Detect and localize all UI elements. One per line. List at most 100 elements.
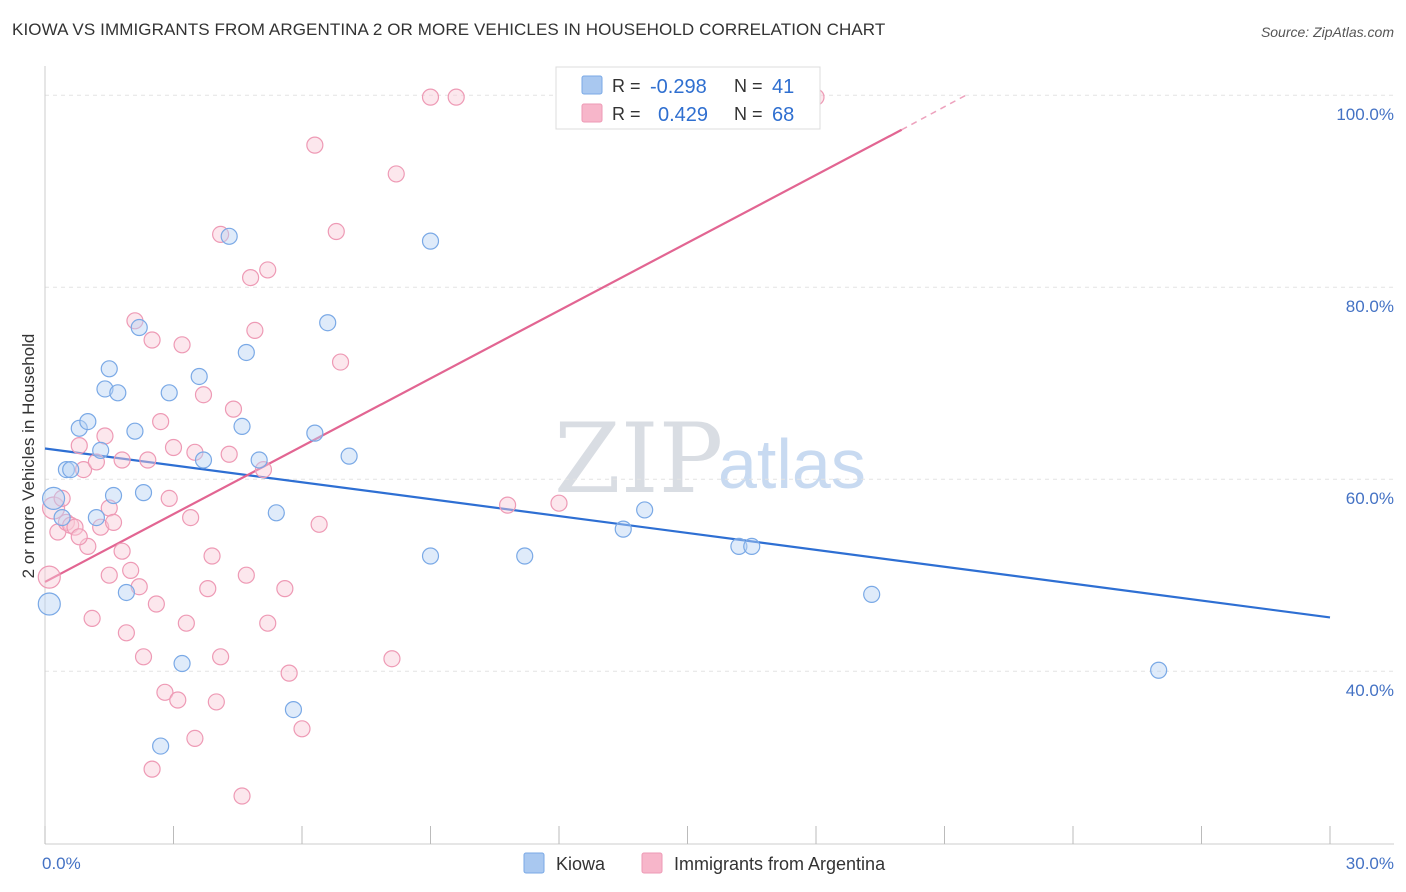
point-s1-52 bbox=[280, 664, 298, 682]
point-s1-11 bbox=[92, 518, 110, 536]
y-tick-labels: 40.0% 60.0% 80.0% 100.0% bbox=[1336, 105, 1394, 700]
point-s1-24 bbox=[143, 331, 161, 349]
point-s1-0 bbox=[37, 565, 61, 589]
point-s1-28 bbox=[160, 489, 178, 507]
point-s1-9 bbox=[79, 537, 97, 556]
point-s1-47 bbox=[246, 321, 264, 339]
bottom-legend-swatch-argentina bbox=[641, 852, 663, 874]
y-tick-label-0: 40.0% bbox=[1346, 681, 1394, 700]
point-s1-23 bbox=[139, 451, 157, 469]
point-s1-57 bbox=[331, 353, 350, 371]
point-s0-28 bbox=[306, 424, 324, 442]
point-s1-35 bbox=[186, 729, 204, 748]
legend-n-value-argentina: 68 bbox=[772, 104, 794, 126]
point-s1-46 bbox=[242, 269, 260, 287]
point-s1-29 bbox=[164, 438, 183, 457]
point-s0-7 bbox=[87, 508, 106, 527]
point-s0-25 bbox=[250, 451, 268, 469]
point-s1-56 bbox=[327, 222, 345, 241]
point-s0-19 bbox=[173, 654, 191, 673]
point-s0-1 bbox=[41, 486, 66, 510]
point-s0-24 bbox=[237, 343, 255, 362]
point-s0-29 bbox=[319, 314, 337, 332]
point-s1-37 bbox=[199, 580, 217, 598]
point-s0-30 bbox=[340, 447, 358, 465]
source-label: Source: ZipAtlas.com bbox=[1260, 24, 1394, 40]
trend-line-extension-1 bbox=[901, 94, 967, 131]
x-tick-label-start: 0.0% bbox=[42, 854, 81, 873]
point-s0-8 bbox=[92, 441, 110, 459]
point-s0-5 bbox=[70, 419, 88, 437]
point-s0-35 bbox=[636, 501, 654, 519]
legend-r-label-kiowa: R = bbox=[612, 76, 641, 96]
point-s1-53 bbox=[293, 720, 311, 738]
point-s1-19 bbox=[122, 561, 140, 580]
point-s0-16 bbox=[134, 484, 153, 502]
point-s0-4 bbox=[62, 461, 80, 479]
correlation-legend: R = -0.298 N = 41 R = 0.429 N = 68 bbox=[555, 66, 821, 130]
point-s1-33 bbox=[182, 508, 200, 527]
point-s0-12 bbox=[109, 384, 127, 402]
data-points bbox=[37, 88, 1168, 805]
x-tick-label-end: 30.0% bbox=[1346, 854, 1394, 873]
point-s0-37 bbox=[743, 537, 761, 556]
point-s0-22 bbox=[220, 227, 238, 245]
point-s1-50 bbox=[259, 614, 277, 632]
point-s0-18 bbox=[160, 384, 178, 402]
bottom-legend-swatch-kiowa bbox=[523, 852, 545, 874]
point-s1-65 bbox=[143, 760, 161, 778]
point-s1-40 bbox=[212, 648, 230, 666]
point-s1-3 bbox=[53, 489, 71, 507]
y-tick-label-1: 60.0% bbox=[1346, 489, 1394, 508]
point-s0-6 bbox=[79, 413, 97, 431]
point-s0-10 bbox=[100, 360, 118, 378]
trend-lines bbox=[44, 94, 1331, 619]
point-s0-26 bbox=[267, 504, 285, 522]
point-s1-62 bbox=[499, 496, 517, 514]
point-s1-17 bbox=[113, 451, 131, 469]
point-s1-15 bbox=[104, 513, 123, 532]
point-s0-36 bbox=[730, 537, 748, 556]
point-s1-60 bbox=[421, 88, 440, 106]
watermark-zip: ZIP bbox=[554, 403, 723, 515]
point-s0-32 bbox=[421, 547, 440, 565]
point-s1-27 bbox=[156, 683, 174, 701]
point-s0-38 bbox=[863, 585, 881, 604]
point-s0-9 bbox=[96, 380, 114, 398]
axes bbox=[44, 66, 1394, 845]
point-s1-54 bbox=[306, 136, 324, 154]
watermark: ZIP atlas bbox=[554, 403, 866, 515]
legend-r-value-argentina: 0.429 bbox=[658, 104, 708, 126]
point-s0-21 bbox=[194, 451, 213, 469]
point-s0-39 bbox=[1150, 661, 1168, 679]
point-s1-32 bbox=[177, 614, 195, 632]
point-s0-2 bbox=[53, 508, 71, 527]
legend-swatch-argentina bbox=[581, 103, 603, 123]
point-s1-16 bbox=[113, 542, 131, 560]
point-s1-51 bbox=[276, 580, 294, 598]
point-s1-10 bbox=[83, 609, 101, 628]
point-s0-3 bbox=[57, 461, 76, 479]
point-s0-17 bbox=[152, 737, 170, 755]
point-s1-12 bbox=[96, 427, 114, 445]
point-s1-1 bbox=[41, 496, 66, 520]
point-s1-42 bbox=[220, 445, 238, 463]
y-tick-label-3: 100.0% bbox=[1336, 105, 1394, 124]
point-s1-45 bbox=[237, 566, 255, 584]
point-s1-18 bbox=[117, 624, 135, 642]
point-s0-27 bbox=[284, 700, 303, 719]
point-s1-49 bbox=[259, 261, 277, 279]
point-s0-13 bbox=[117, 583, 135, 602]
point-s1-67 bbox=[70, 528, 88, 546]
watermark-atlas: atlas bbox=[718, 425, 866, 503]
point-s1-6 bbox=[66, 518, 84, 536]
point-s1-63 bbox=[550, 494, 568, 512]
point-s0-11 bbox=[104, 486, 123, 505]
y-tick-label-2: 80.0% bbox=[1346, 297, 1394, 316]
bottom-legend-label-kiowa: Kiowa bbox=[556, 854, 606, 874]
point-s0-23 bbox=[233, 417, 251, 435]
point-s1-25 bbox=[147, 595, 165, 613]
legend-r-value-kiowa: -0.298 bbox=[650, 76, 707, 98]
point-s1-13 bbox=[100, 566, 118, 584]
point-s1-8 bbox=[74, 461, 93, 479]
